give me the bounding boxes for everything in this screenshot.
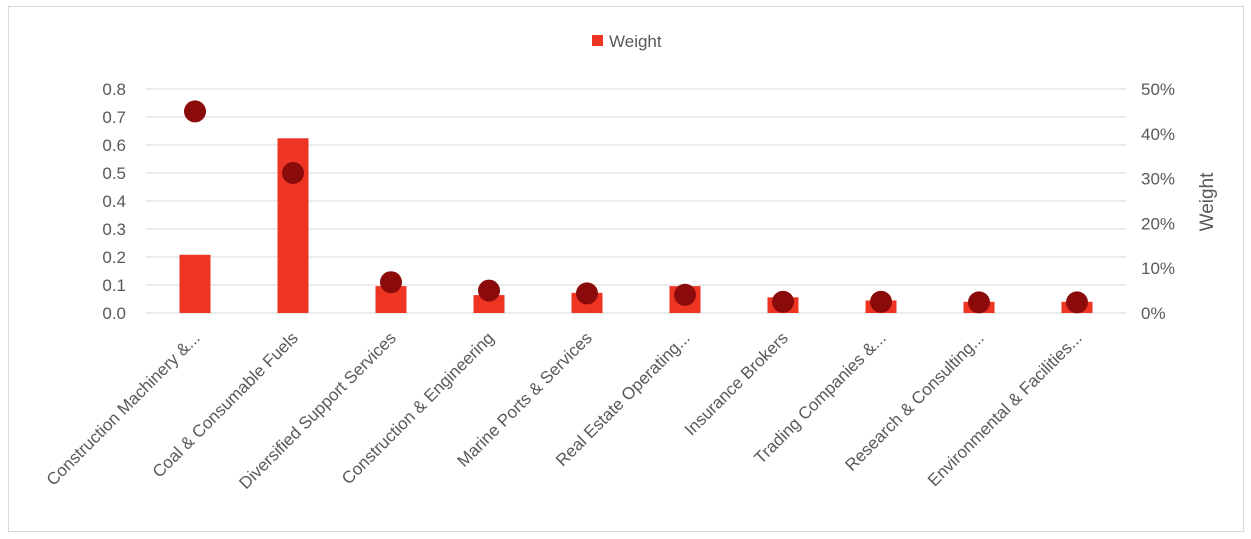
chart-frame <box>8 6 1244 532</box>
data-point <box>184 100 206 123</box>
right-tick-label: 0% <box>1141 304 1166 323</box>
legend-swatch <box>592 35 603 46</box>
data-point <box>870 290 892 313</box>
gridlines <box>146 88 1126 314</box>
left-tick-label: 0.4 <box>102 192 126 211</box>
legend: Weight <box>592 32 662 51</box>
left-tick-label: 0.1 <box>102 276 126 295</box>
data-point <box>478 279 500 302</box>
data-point <box>772 290 794 313</box>
points <box>184 100 1088 314</box>
right-axis-title: Weight <box>1197 172 1218 232</box>
data-point <box>380 271 402 294</box>
category-label: Insurance Brokers <box>681 328 792 439</box>
bars <box>179 138 1093 313</box>
data-point <box>576 282 598 305</box>
left-tick-label: 0.6 <box>102 136 126 155</box>
data-point <box>1066 291 1088 314</box>
x-axis-labels: Construction Machinery &...Coal & Consum… <box>43 328 1086 492</box>
right-tick-label: 30% <box>1141 170 1175 189</box>
right-tick-label: 20% <box>1141 214 1175 233</box>
category-label: Environmental & Facilities... <box>924 328 1086 490</box>
data-point <box>968 291 990 314</box>
category-label: Construction Machinery &... <box>43 328 204 489</box>
bar <box>473 295 505 313</box>
bar <box>179 254 211 313</box>
right-tick-label: 10% <box>1141 259 1175 278</box>
right-tick-label: 50% <box>1141 80 1175 99</box>
legend-label: Weight <box>609 32 662 51</box>
data-point <box>674 283 696 306</box>
left-tick-label: 0.3 <box>102 220 126 239</box>
left-tick-label: 0.8 <box>102 80 126 99</box>
category-label: Diversified Support Services <box>235 328 399 492</box>
left-tick-label: 0.7 <box>102 108 126 127</box>
right-tick-label: 40% <box>1141 125 1175 144</box>
left-tick-label: 0.0 <box>102 304 126 323</box>
left-axis-ticks: 0.8 0.7 0.6 0.5 0.4 0.3 0.2 0.1 0.0 <box>102 80 126 323</box>
left-tick-label: 0.2 <box>102 248 126 267</box>
right-axis-ticks: 50% 40% 30% 20% 10% 0% <box>1141 80 1175 323</box>
data-point <box>282 162 304 184</box>
left-tick-label: 0.5 <box>102 164 126 183</box>
